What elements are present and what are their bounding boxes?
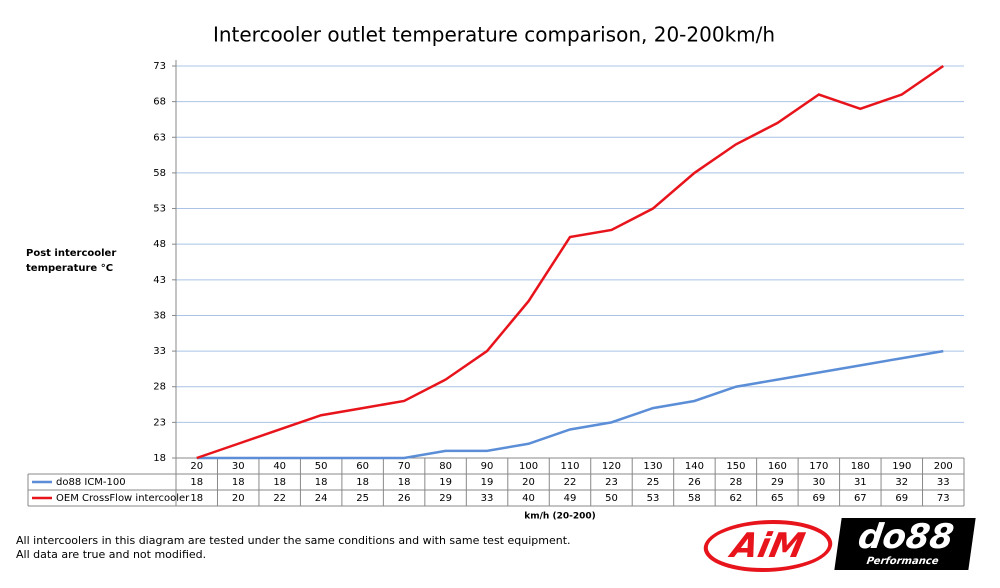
table-value: 25 xyxy=(356,493,369,504)
table-value: 49 xyxy=(564,493,577,504)
table-value: 32 xyxy=(895,477,908,488)
x-tick-label: 80 xyxy=(439,461,452,472)
y-tick-label: 73 xyxy=(153,61,166,72)
table-value: 22 xyxy=(564,477,577,488)
table-value: 18 xyxy=(190,477,203,488)
table-value: 20 xyxy=(522,477,535,488)
table-value: 33 xyxy=(937,477,950,488)
x-tick-label: 30 xyxy=(232,461,245,472)
table-value: 58 xyxy=(688,493,701,504)
x-tick-label: 180 xyxy=(851,461,870,472)
table-value: 18 xyxy=(190,493,203,504)
x-tick-label: 50 xyxy=(315,461,328,472)
table-value: 18 xyxy=(356,477,369,488)
x-tick-label: 170 xyxy=(809,461,828,472)
x-tick-label: 40 xyxy=(273,461,286,472)
table-value: 30 xyxy=(812,477,825,488)
do88-logo-sub: Performance xyxy=(865,556,940,567)
table-value: 25 xyxy=(647,477,660,488)
x-tick-label: 200 xyxy=(934,461,953,472)
x-tick-label: 140 xyxy=(685,461,704,472)
table-value: 53 xyxy=(647,493,660,504)
y-tick-label: 53 xyxy=(153,204,166,215)
y-tick-label: 68 xyxy=(153,97,166,108)
x-tick-label: 190 xyxy=(892,461,911,472)
y-tick-label: 43 xyxy=(153,275,166,286)
table-value: 69 xyxy=(895,493,908,504)
x-tick-label: 20 xyxy=(190,461,203,472)
y-tick-label: 23 xyxy=(153,417,166,428)
table-value: 19 xyxy=(439,477,452,488)
table-value: 29 xyxy=(439,493,452,504)
table-value: 67 xyxy=(854,493,867,504)
footer: All intercoolers in this diagram are tes… xyxy=(16,534,571,562)
table-value: 73 xyxy=(937,493,950,504)
footer-line: All intercoolers in this diagram are tes… xyxy=(16,534,571,547)
x-tick-label: 60 xyxy=(356,461,369,472)
x-tick-label: 110 xyxy=(560,461,579,472)
legend-label: do88 ICM-100 xyxy=(56,477,126,488)
table-value: 29 xyxy=(771,477,784,488)
x-tick-label: 90 xyxy=(481,461,494,472)
table-value: 50 xyxy=(605,493,618,504)
table-value: 23 xyxy=(605,477,618,488)
y-tick-label: 18 xyxy=(153,453,166,464)
footer-line: All data are true and not modified. xyxy=(16,548,207,561)
do88-logo: do88 Performance xyxy=(834,517,976,570)
x-tick-label: 130 xyxy=(643,461,662,472)
x-tick-label: 100 xyxy=(519,461,538,472)
x-tick-label: 160 xyxy=(768,461,787,472)
legend-label: OEM CrossFlow intercooler xyxy=(56,493,190,504)
y-tick-label: 38 xyxy=(153,310,166,321)
do88-logo-text: do88 xyxy=(855,517,957,557)
table-value: 26 xyxy=(688,477,701,488)
table-value: 40 xyxy=(522,493,535,504)
y-tick-label: 33 xyxy=(153,346,166,357)
table-value: 33 xyxy=(481,493,494,504)
x-tick-label: 120 xyxy=(602,461,621,472)
series-line xyxy=(196,349,944,460)
table-value: 18 xyxy=(398,477,411,488)
table-value: 62 xyxy=(730,493,743,504)
table-value: 18 xyxy=(315,477,328,488)
table-value: 26 xyxy=(398,493,411,504)
table-value: 18 xyxy=(232,477,245,488)
table-value: 69 xyxy=(812,493,825,504)
y-axis-label: Post intercooler temperature °C xyxy=(26,248,117,274)
y-tick-label: 63 xyxy=(153,132,166,143)
table-value: 65 xyxy=(771,493,784,504)
x-tick-label: 70 xyxy=(398,461,411,472)
x-axis-label: km/h (20-200) xyxy=(524,512,595,522)
x-tick-label: 150 xyxy=(726,461,745,472)
table-value: 19 xyxy=(481,477,494,488)
table-value: 28 xyxy=(730,477,743,488)
chart-title: Intercooler outlet temperature compariso… xyxy=(213,23,775,47)
y-tick-label: 28 xyxy=(153,382,166,393)
table-value: 18 xyxy=(273,477,286,488)
table-value: 22 xyxy=(273,493,286,504)
table-value: 31 xyxy=(854,477,867,488)
table-value: 24 xyxy=(315,493,328,504)
table-value: 20 xyxy=(232,493,245,504)
y-tick-label: 58 xyxy=(153,168,166,179)
y-tick-label: 48 xyxy=(153,239,166,250)
series-line xyxy=(196,64,944,460)
